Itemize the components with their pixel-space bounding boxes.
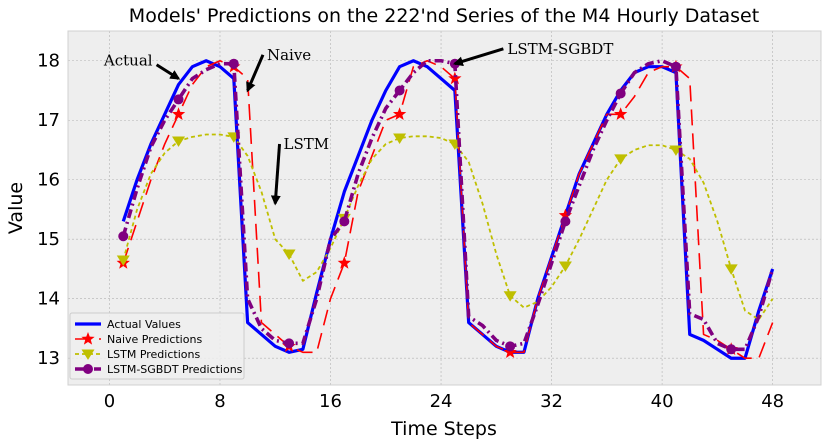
data-point	[448, 71, 462, 85]
data-point	[116, 255, 130, 266]
data-point	[670, 61, 681, 72]
legend-entry: LSTM-SGBDT Predictions	[107, 363, 243, 376]
data-point	[503, 291, 517, 302]
legend-entry: LSTM Predictions	[107, 348, 200, 361]
annotation-arrow	[452, 47, 504, 67]
chart-title: Models' Predictions on the 222'nd Series…	[129, 5, 759, 27]
data-point	[615, 88, 626, 99]
data-point	[558, 208, 573, 222]
x-tick-label: 48	[761, 391, 784, 412]
x-axis: 0 8 16 24 32 40 48	[104, 391, 784, 412]
x-axis-label: Time Steps	[390, 418, 497, 440]
annotation-label: LSTM	[284, 135, 330, 153]
annotation-arrow	[270, 143, 282, 206]
legend-box	[69, 312, 245, 380]
data-point	[173, 94, 184, 105]
x-tick-label: 24	[430, 391, 453, 412]
data-point	[392, 107, 407, 120]
annotation-label: Actual	[103, 52, 153, 70]
data-point	[118, 231, 129, 242]
data-point	[614, 107, 628, 120]
data-point	[337, 256, 351, 269]
annotation-label: Naive	[267, 46, 311, 64]
y-axis: 13 14 15 16 17 18	[37, 51, 60, 369]
y-axis-label: Value	[5, 182, 27, 234]
data-point	[505, 341, 516, 352]
data-point	[81, 349, 95, 360]
data-point	[339, 216, 350, 227]
annotation-label: LSTM-SGBDT	[507, 40, 613, 58]
y-tick-label: 16	[37, 170, 60, 191]
data-point	[81, 332, 95, 345]
data-point	[394, 85, 405, 96]
series-line-2	[122, 133, 774, 321]
x-tick-label: 16	[319, 391, 342, 412]
y-tick-label: 17	[37, 110, 60, 131]
x-tick-label: 0	[104, 391, 115, 412]
data-point	[284, 338, 295, 349]
y-tick-label: 13	[37, 348, 60, 369]
legend-entry: Naive Predictions	[107, 333, 202, 346]
data-point	[282, 249, 296, 260]
annotation-arrow	[246, 54, 265, 93]
data-point	[228, 58, 239, 69]
y-tick-label: 18	[37, 51, 60, 72]
data-point	[560, 216, 571, 227]
annotation-arrow	[155, 63, 181, 80]
data-point	[724, 264, 738, 275]
data-point	[171, 107, 186, 120]
data-point	[172, 136, 186, 147]
data-point	[726, 344, 737, 355]
data-point	[558, 261, 572, 272]
y-tick-label: 15	[37, 229, 60, 250]
x-tick-label: 32	[540, 391, 563, 412]
y-tick-label: 14	[37, 289, 60, 310]
x-tick-label: 8	[214, 391, 225, 412]
data-point	[503, 345, 517, 358]
data-point	[83, 364, 93, 374]
annotations: Actual Naive LSTM LSTM-SGBDT	[103, 40, 613, 206]
legend: Actual Values Naive Predictions LSTM Predi…	[69, 312, 245, 380]
data-point	[393, 133, 407, 144]
data-point	[614, 154, 628, 165]
x-tick-label: 40	[651, 391, 674, 412]
plot-frame	[67, 30, 822, 386]
legend-entry: Actual Values	[107, 318, 181, 331]
series-line-0	[121, 59, 775, 360]
